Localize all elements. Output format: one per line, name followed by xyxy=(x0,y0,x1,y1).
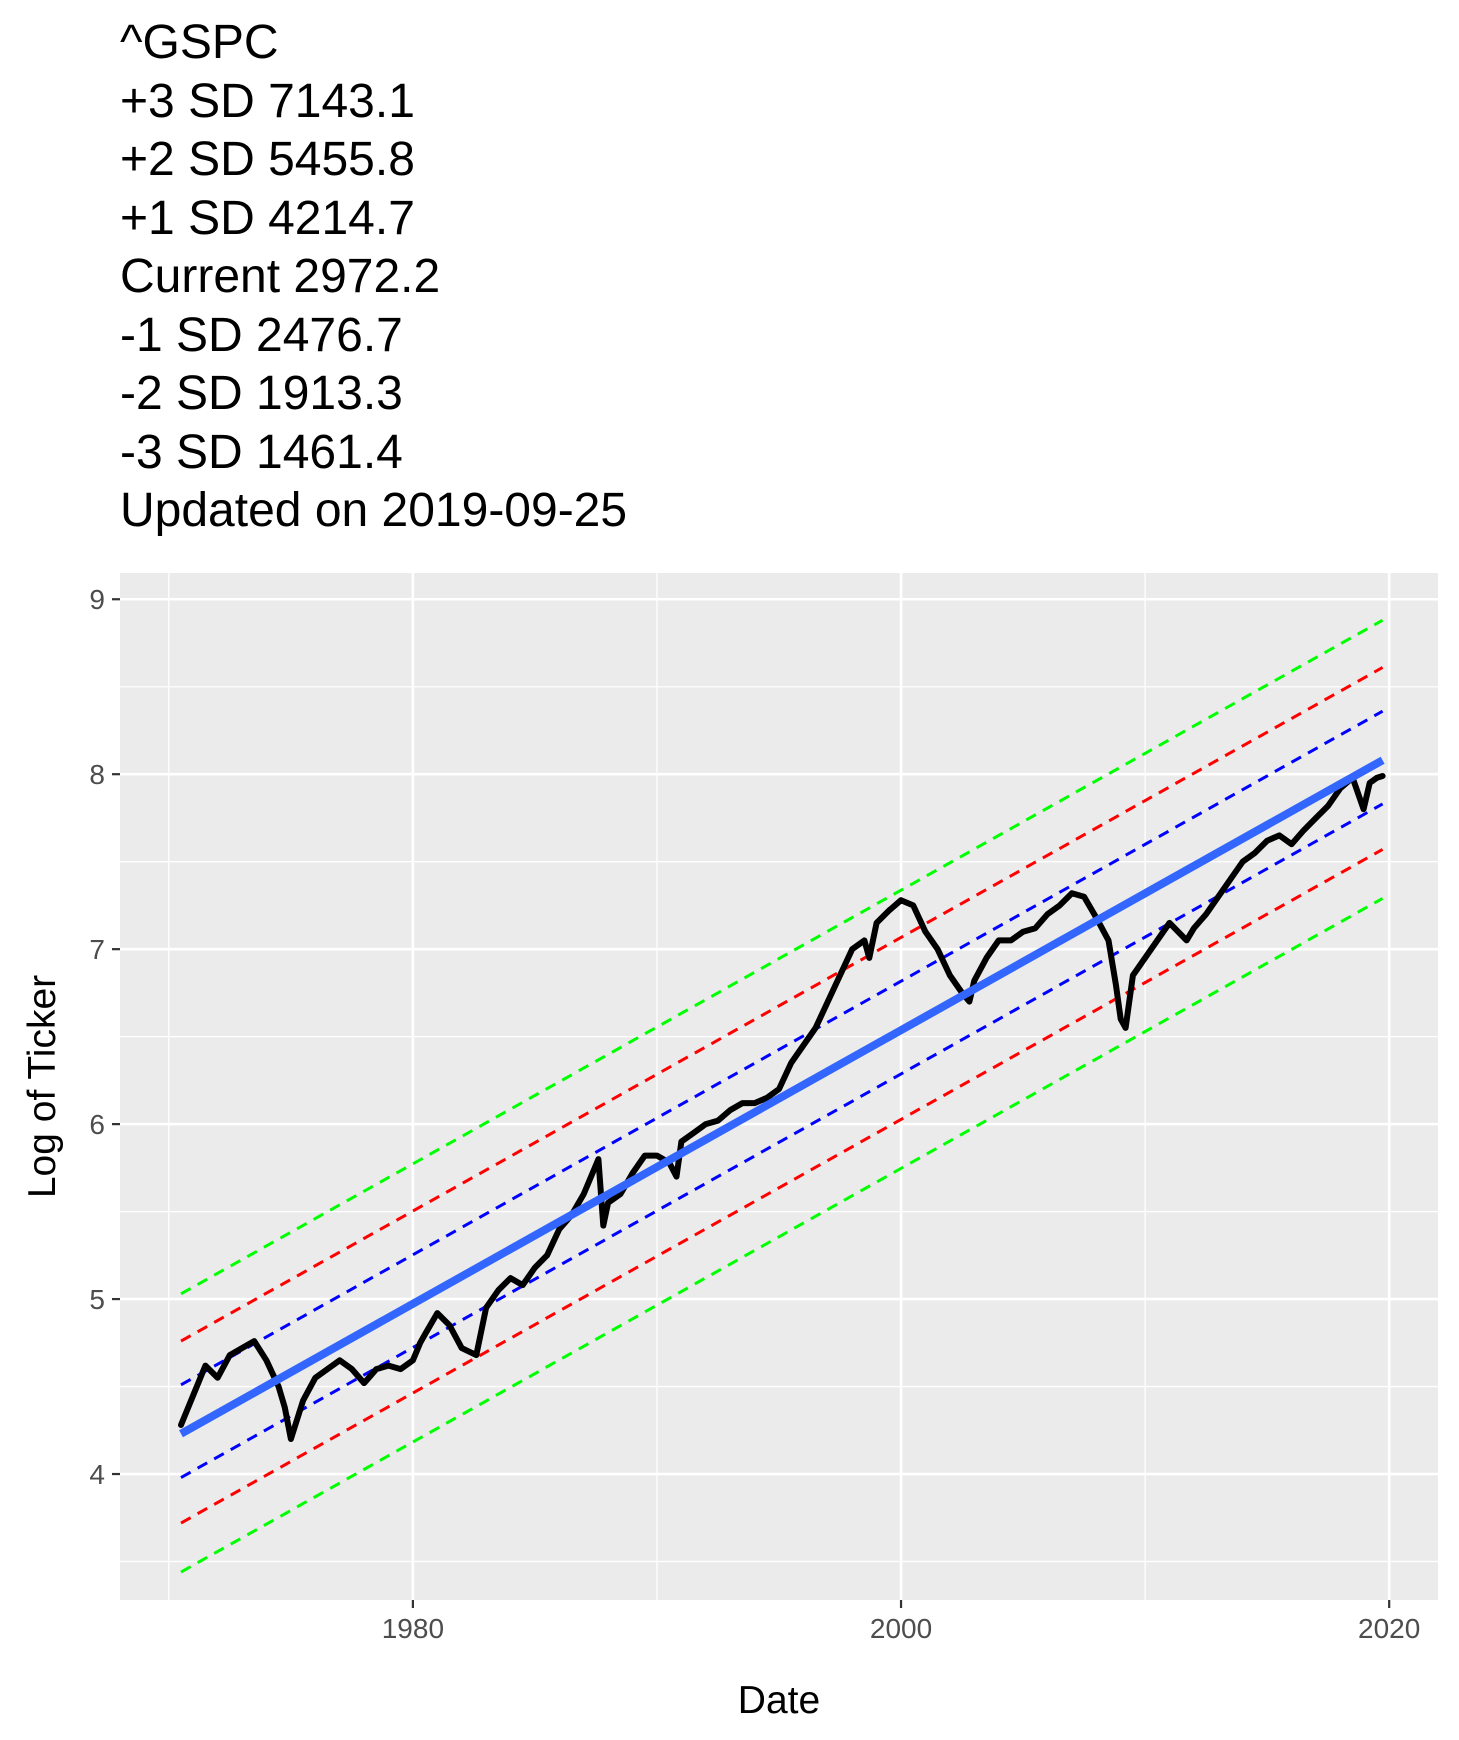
trend-line-group xyxy=(179,756,1385,1438)
title-line-3: +1 SD 4214.7 xyxy=(120,191,415,245)
sd-band-0 xyxy=(180,709,1384,1387)
x-tick-label-2: 2020 xyxy=(1358,1613,1420,1644)
title-line-2: +2 SD 5455.8 xyxy=(120,133,415,186)
sd-band-4 xyxy=(180,848,1384,1525)
y-axis-title: Log of Ticker xyxy=(21,975,64,1198)
title-line-0: ^GSPC xyxy=(120,16,279,69)
x-tick-label-1: 2000 xyxy=(870,1613,932,1644)
title-line-6: -2 SD 1913.3 xyxy=(120,367,403,420)
sd-band-5 xyxy=(180,897,1384,1574)
sd-band-2 xyxy=(180,618,1384,1296)
y-tick-label-2: 6 xyxy=(89,1109,105,1140)
y-tick-label-3: 7 xyxy=(89,934,105,965)
y-tick-label-4: 8 xyxy=(89,759,105,790)
title-line-7: -3 SD 1461.4 xyxy=(120,425,403,479)
y-tick-label-5: 9 xyxy=(89,584,105,615)
y-tick-label-0: 4 xyxy=(89,1459,105,1490)
y-axis: 4 5 6 7 8 9 xyxy=(89,584,120,1490)
trend-line xyxy=(179,756,1385,1438)
grid-major xyxy=(120,573,1438,1600)
x-axis-title: Date xyxy=(738,1679,820,1722)
x-tick-label-0: 1980 xyxy=(382,1613,444,1644)
title-line-1: +3 SD 7143.1 xyxy=(120,74,415,128)
price-line-0 xyxy=(178,773,1386,1442)
title-line-8: Updated on 2019-09-25 xyxy=(120,484,628,537)
sd-bands xyxy=(180,618,1384,1574)
title-line-5: -1 SD 2476.7 xyxy=(120,308,403,362)
price-series xyxy=(178,773,1386,1442)
x-axis: 1980 2000 2020 xyxy=(382,1600,1420,1644)
sd-band-1 xyxy=(180,666,1384,1343)
grid-minor xyxy=(120,573,1438,1600)
chart-title: ^GSPC +3 SD 7143.1 +2 SD 5455.8 +1 SD 4214.… xyxy=(120,14,627,541)
title-line-4: Current 2972.2 xyxy=(120,250,441,303)
y-tick-label-1: 5 xyxy=(89,1284,105,1315)
